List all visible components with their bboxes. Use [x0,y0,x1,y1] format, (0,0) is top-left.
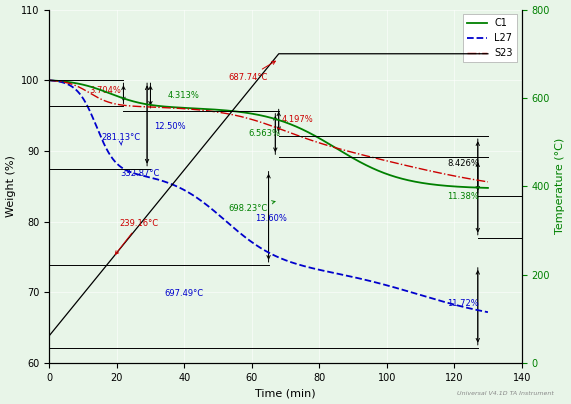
Text: 11.38%: 11.38% [448,192,479,202]
Text: 12.50%: 12.50% [154,122,186,131]
S23 [259,120,266,125]
Text: 13.60%: 13.60% [255,214,287,223]
Text: Universal V4.1D TA Instrument: Universal V4.1D TA Instrument [457,391,554,396]
C1 [46,78,53,83]
Text: 8.426%: 8.426% [448,158,479,168]
Line: C1: C1 [49,80,488,188]
L27 [472,307,478,312]
C1 [68,80,75,85]
Text: 281.13°C: 281.13°C [101,133,140,145]
C1 [391,174,398,179]
Line: L27: L27 [49,80,488,312]
L27 [46,78,53,83]
L27 [472,307,478,312]
S23 [485,179,492,184]
L27 [259,247,266,252]
C1 [472,185,478,190]
Y-axis label: Weight (%): Weight (%) [6,156,15,217]
Text: 697.49°C: 697.49°C [164,289,203,298]
Text: 4.197%: 4.197% [282,115,314,124]
S23 [247,117,254,122]
Text: 4.313%: 4.313% [167,91,199,100]
S23 [472,177,478,182]
L27 [485,310,492,315]
Text: 687.74°C: 687.74°C [228,61,275,82]
S23 [68,82,75,86]
Text: 332.87°C: 332.87°C [120,169,159,178]
Legend: C1, L27, S23: C1, L27, S23 [463,15,517,62]
Line: S23: S23 [49,80,488,182]
C1 [485,185,492,190]
S23 [472,177,478,182]
L27 [68,84,75,89]
Text: 3.704%: 3.704% [90,86,122,95]
C1 [247,111,254,116]
L27 [247,239,254,244]
Text: 698.23°C: 698.23°C [228,201,275,213]
S23 [391,160,398,165]
C1 [472,185,478,190]
Text: 239.16°C: 239.16°C [115,219,159,255]
C1 [259,113,266,118]
L27 [391,285,398,290]
Y-axis label: Temperature (°C): Temperature (°C) [556,138,565,234]
Text: 11.72%: 11.72% [448,299,479,307]
Text: 6.563%: 6.563% [248,129,280,138]
X-axis label: Time (min): Time (min) [255,388,316,398]
S23 [46,78,53,83]
